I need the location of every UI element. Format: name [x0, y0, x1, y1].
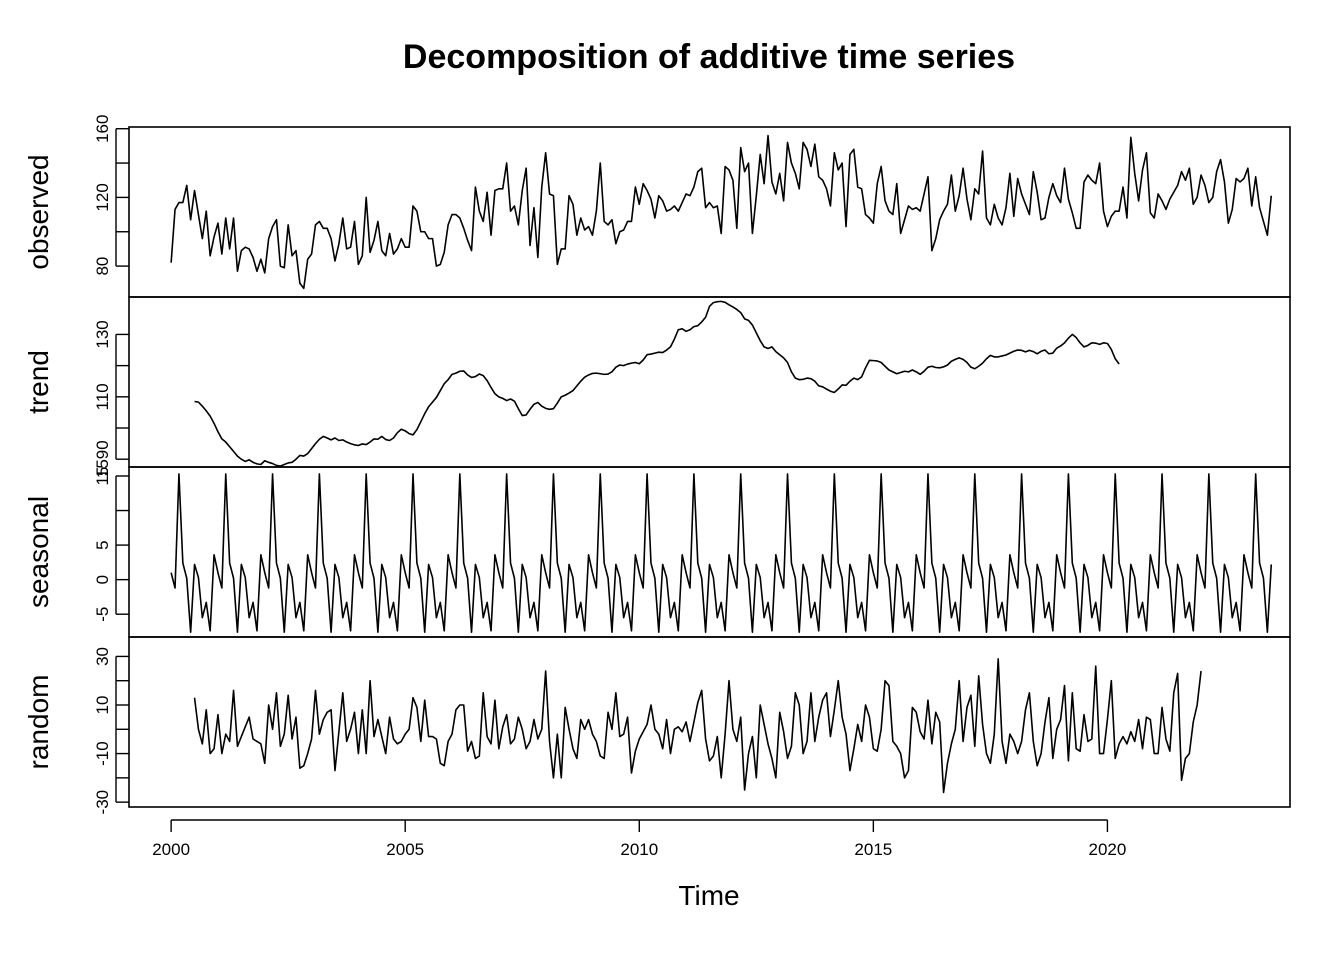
panel-observed: 80 120 160 observed	[23, 115, 1291, 298]
y-tick-label-observed: 160	[93, 115, 112, 143]
y-tick-label-observed: 120	[93, 183, 112, 211]
y-tick-label-random: -10	[93, 741, 112, 766]
x-axis: 2000 2005 2010 2015 2020	[152, 819, 1127, 859]
panels-group: 80 120 160 observed 1590 110 130 trend -5 0 5 15 sea…	[23, 115, 1291, 815]
y-tick-label-seasonal: 15	[93, 467, 112, 486]
x-tick-label: 2005	[386, 840, 424, 859]
x-axis-label: Time	[678, 880, 739, 911]
panel-label-observed: observed	[23, 154, 54, 269]
panel-frame-random	[128, 636, 1291, 808]
panel-random: -30 -10 10 30 random	[23, 636, 1291, 815]
panel-frame-trend	[128, 296, 1291, 468]
y-tick-label-observed: 80	[93, 257, 112, 276]
x-tick-label: 2020	[1089, 840, 1127, 859]
chart-title: Decomposition of additive time series	[403, 38, 1015, 76]
y-tick-label-random: -30	[93, 790, 112, 815]
y-tick-label-trend: 130	[93, 320, 112, 348]
panel-frame-observed	[128, 126, 1291, 298]
panel-seasonal: -5 0 5 15 seasonal	[23, 466, 1291, 638]
panel-label-trend: trend	[23, 350, 54, 414]
x-tick-label: 2015	[854, 840, 892, 859]
series-line-random	[193, 658, 1202, 794]
x-tick-label: 2010	[620, 840, 658, 859]
y-tick-label-seasonal: 0	[93, 575, 112, 584]
y-tick-label-random: 30	[93, 647, 112, 666]
y-tick-label-random: 10	[93, 696, 112, 715]
y-tick-label-seasonal: 5	[93, 540, 112, 549]
series-line-observed	[170, 134, 1273, 290]
y-tick-label-trend: 110	[93, 383, 112, 410]
series-line-seasonal	[170, 473, 1273, 633]
x-tick-label: 2000	[152, 840, 190, 859]
series-line-trend	[194, 300, 1120, 467]
panel-label-random: random	[23, 675, 54, 770]
y-tick-label-seasonal: -5	[93, 607, 112, 622]
panel-trend: 1590 110 130 trend	[23, 296, 1291, 478]
y-tick-label-trend: 1590	[93, 440, 112, 478]
panel-label-seasonal: seasonal	[23, 496, 54, 608]
